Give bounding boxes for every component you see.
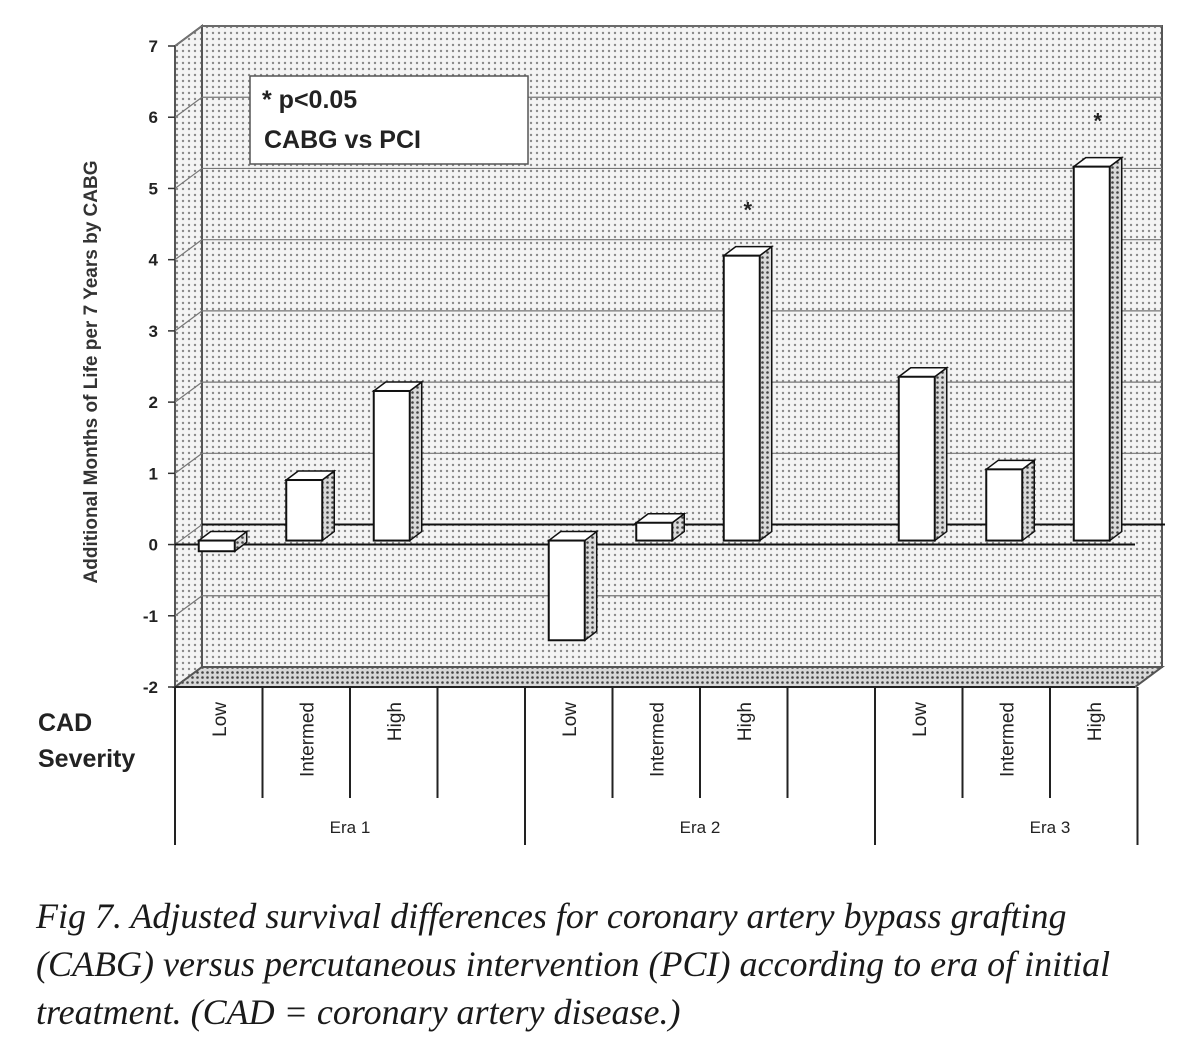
y-tick-label: 6: [149, 108, 158, 127]
bar-side: [759, 245, 773, 543]
bar-front: [1072, 165, 1111, 542]
bar-side: [409, 380, 423, 543]
y-tick-label: -1: [143, 607, 158, 626]
y-tick-label: 4: [149, 251, 159, 270]
category-label: High: [735, 702, 756, 741]
bar: [1071, 156, 1124, 543]
chart: 7 6 5 4 3 2 1 0 -1 -2 Additional Months of Life p…: [38, 24, 1166, 845]
y-tick-label: 5: [149, 179, 158, 198]
bar: [284, 469, 337, 543]
y-tick-label: 3: [149, 322, 158, 341]
category-label: Intermed: [997, 702, 1018, 777]
bar-side: [1109, 156, 1123, 543]
category-label: High: [385, 702, 406, 741]
y-axis-ticks: 7 6 5 4 3 2 1 0 -1 -2: [143, 37, 175, 697]
gridline-side: [174, 452, 203, 474]
bar: [634, 512, 687, 543]
gridline-side: [174, 595, 203, 617]
bar-front: [197, 539, 236, 553]
category-label: Intermed: [297, 702, 318, 777]
bar-side: [584, 530, 598, 642]
bar-side: [1021, 458, 1035, 543]
bar-front: [547, 539, 586, 642]
bar: [196, 530, 249, 553]
row-label-cad: CAD: [38, 709, 92, 737]
bar-front: [372, 389, 411, 542]
bars: [196, 156, 1124, 642]
bar-side: [934, 366, 948, 543]
category-label: Intermed: [647, 702, 668, 777]
category-label: Low: [210, 702, 231, 737]
gridline-side: [174, 381, 203, 403]
gridline-side: [174, 310, 203, 332]
gridline-side: [174, 96, 203, 118]
y-tick-label: -2: [143, 678, 158, 697]
significance-star: *: [1093, 109, 1102, 134]
y-tick-label: 7: [149, 37, 158, 56]
legend-line-2: CABG vs PCI: [264, 126, 421, 154]
side-wall: [174, 24, 203, 689]
bar-front: [635, 521, 674, 542]
era-label: Era 1: [330, 818, 371, 837]
bar: [984, 458, 1037, 543]
figure-caption: Fig 7. Adjusted survival differences for…: [36, 896, 1111, 1032]
bar: [371, 380, 424, 543]
category-table: Low Intermed High Era 1 Low Intermed High Era 2…: [174, 686, 1139, 845]
era-label: Era 2: [680, 818, 721, 837]
y-tick-label: 0: [149, 536, 158, 555]
bar-front: [897, 375, 936, 542]
row-label-severity: Severity: [38, 745, 135, 773]
category-label: High: [1085, 702, 1106, 741]
gridline-side: [174, 167, 203, 189]
category-label: Low: [560, 702, 581, 737]
significance-markers: **: [743, 109, 1102, 223]
bar-front: [285, 479, 324, 542]
y-axis-title: Additional Months of Life per 7 Years by…: [81, 161, 102, 584]
era-label: Era 3: [1030, 818, 1071, 837]
gridline-side: [174, 524, 203, 546]
gridline-side: [174, 25, 203, 47]
category-label: Low: [910, 702, 931, 737]
bar: [896, 366, 949, 543]
legend-box: [249, 75, 529, 165]
gridline-side: [174, 239, 203, 261]
bar: [546, 530, 599, 642]
legend-line-1: * p<0.05: [262, 86, 357, 114]
y-tick-label: 1: [149, 464, 158, 483]
bar-side: [321, 469, 335, 543]
significance-star: *: [743, 198, 752, 223]
y-tick-label: 2: [149, 393, 158, 412]
bar-front: [722, 254, 761, 542]
bar-front: [985, 468, 1024, 542]
legend: * p<0.05 CABG vs PCI: [249, 75, 529, 165]
floor: [171, 666, 1166, 688]
bar: [721, 245, 774, 543]
